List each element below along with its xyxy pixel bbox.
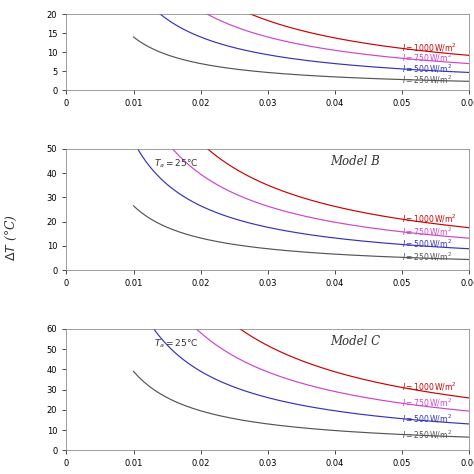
Text: Model B: Model B [330, 155, 380, 168]
Text: $I = 250\,\mathrm{W/m}^2$: $I = 250\,\mathrm{W/m}^2$ [402, 428, 452, 440]
Text: $I = 750\,\mathrm{W/m}^2$: $I = 750\,\mathrm{W/m}^2$ [402, 397, 452, 409]
Text: $I = 750\,\mathrm{W/m}^2$: $I = 750\,\mathrm{W/m}^2$ [402, 225, 452, 237]
Text: $T_a = 25°\mathrm{C}$: $T_a = 25°\mathrm{C}$ [154, 337, 198, 350]
Text: $I = 1000\,\mathrm{W/m}^2$: $I = 1000\,\mathrm{W/m}^2$ [402, 212, 457, 225]
Text: $I = 500\,\mathrm{W/m}^2$: $I = 500\,\mathrm{W/m}^2$ [402, 238, 452, 250]
Text: $I = 500\,\mathrm{W/m}^2$: $I = 500\,\mathrm{W/m}^2$ [402, 63, 452, 75]
Text: $\Delta T$ (°C): $\Delta T$ (°C) [4, 213, 19, 261]
Text: $T_a = 25°\mathrm{C}$: $T_a = 25°\mathrm{C}$ [154, 157, 198, 170]
Text: $I = 250\,\mathrm{W/m}^2$: $I = 250\,\mathrm{W/m}^2$ [402, 251, 452, 264]
Text: $I = 750\,\mathrm{W/m}^2$: $I = 750\,\mathrm{W/m}^2$ [402, 52, 452, 64]
Text: $I = 250\,\mathrm{W/m}^2$: $I = 250\,\mathrm{W/m}^2$ [402, 73, 452, 86]
Text: $I = 500\,\mathrm{W/m}^2$: $I = 500\,\mathrm{W/m}^2$ [402, 412, 452, 425]
Text: Model C: Model C [330, 335, 380, 348]
Text: $I = 1000\,\mathrm{W/m}^2$: $I = 1000\,\mathrm{W/m}^2$ [402, 42, 457, 54]
Text: $I = 1000\,\mathrm{W/m}^2$: $I = 1000\,\mathrm{W/m}^2$ [402, 381, 457, 393]
